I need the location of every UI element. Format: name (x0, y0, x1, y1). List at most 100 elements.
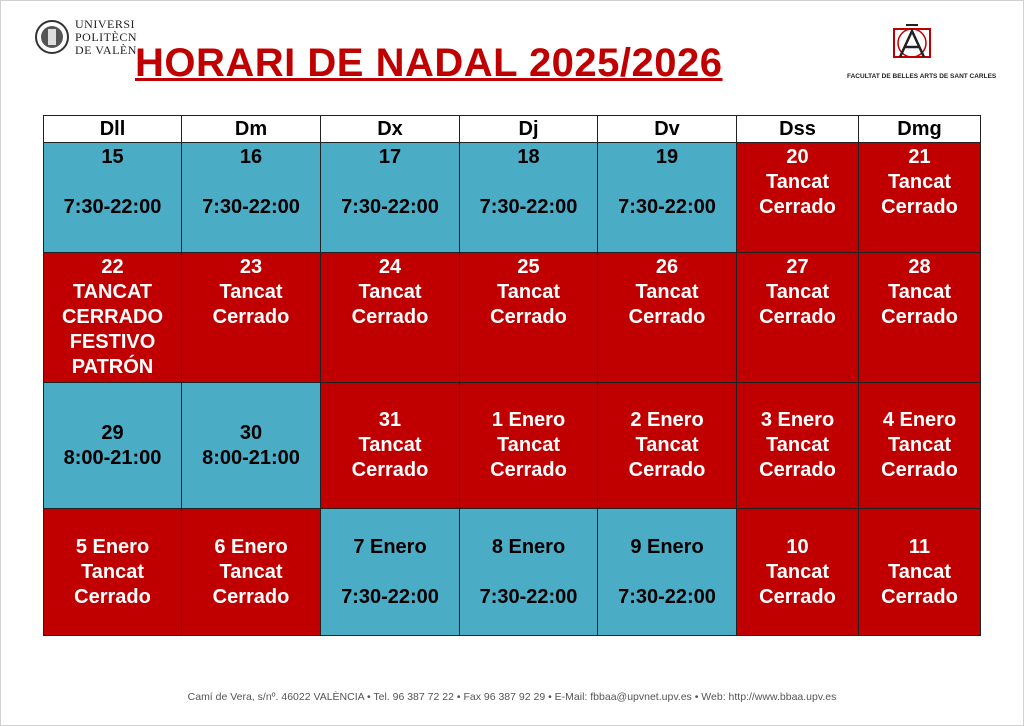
week-row: 5 Enero Tancat Cerrado 6 Enero Tancat Cerrado… (43, 508, 981, 636)
cell-line: Cerrado (628, 459, 706, 481)
cell-line: Tancat (497, 281, 560, 303)
table-body: 15 7:30-22:00 16 7:30-22:00 17 7:30-22:00 18 7:… (43, 142, 981, 636)
cell-line: 1 Enero (491, 409, 566, 431)
day-cell: 8 Enero 7:30-22:00 (459, 508, 598, 636)
day-cell: 23 Tancat Cerrado (181, 252, 321, 383)
day-header: Dj (459, 115, 598, 143)
cell-line: Cerrado (881, 585, 958, 608)
day-cell: 22 TANCAT CERRADO FESTIVO PATRÓN (43, 252, 182, 383)
faculty-name: FACULTAT DE BELLES ARTS DE SANT CARLES (847, 73, 997, 80)
cell-line: 23 (239, 256, 263, 278)
day-cell: 30 8:00-21:00 (181, 382, 321, 509)
day-cell: 2 Enero Tancat Cerrado (597, 382, 737, 509)
cell-line: Tancat (219, 560, 283, 583)
cell-line: Cerrado (881, 306, 958, 328)
day-cell: 11 Tancat Cerrado (858, 508, 981, 636)
cell-line: 21 (908, 146, 931, 168)
day-cell: 31 Tancat Cerrado (320, 382, 460, 509)
cell-line: Cerrado (351, 306, 429, 328)
cell-line: 27 (786, 256, 809, 278)
cell-line: 28 (908, 256, 931, 278)
day-cell: 9 Enero 7:30-22:00 (597, 508, 737, 636)
cell-line: 22 (101, 256, 124, 278)
day-cell: 21 Tancat Cerrado (858, 142, 981, 253)
cell-line: 20 (786, 146, 809, 168)
page-title: HORARI DE NADAL 2025/2026 (135, 41, 723, 85)
cell-line: Tancat (358, 281, 422, 303)
cell-line: Cerrado (759, 459, 836, 481)
university-name-line: UNIVERSI (75, 16, 135, 31)
cell-line: Cerrado (881, 459, 958, 481)
cell-line: Cerrado (490, 306, 567, 328)
cell-line: Cerrado (212, 306, 290, 328)
cell-line: Tancat (635, 281, 699, 303)
day-header: Dss (736, 115, 859, 143)
day-header: Dv (597, 115, 737, 143)
faculty-emblem (893, 24, 931, 58)
cell-line: 7:30-22:00 (341, 196, 439, 218)
cell-line: 24 (378, 256, 402, 278)
day-cell: 4 Enero Tancat Cerrado (858, 382, 981, 509)
cell-line: 16 (239, 146, 263, 168)
cell-line: Tancat (81, 560, 144, 583)
cell-line: 17 (378, 146, 402, 168)
day-cell: 7 Enero 7:30-22:00 (320, 508, 460, 636)
cell-line: Cerrado (212, 585, 290, 608)
cell-line: 2 Enero (630, 409, 704, 431)
university-name-line: POLITÈCN (75, 29, 137, 44)
university-name-line: DE VALÈN (75, 42, 137, 57)
cell-line: Cerrado (881, 196, 958, 218)
cell-line: 7:30-22:00 (341, 585, 439, 608)
cell-line: Cerrado (74, 585, 151, 608)
cell-line: Tancat (766, 434, 829, 456)
day-cell: 28 Tancat Cerrado (858, 252, 981, 383)
cell-line: Cerrado (351, 459, 429, 481)
schedule-table: Dll Dm Dx Dj Dv Dss Dmg 15 7:30-22:00 16 7:30-22:… (43, 115, 981, 636)
cell-line: 9 Enero (630, 535, 704, 558)
day-cell: 5 Enero Tancat Cerrado (43, 508, 182, 636)
cell-line: Tancat (766, 560, 829, 583)
day-cell: 26 Tancat Cerrado (597, 252, 737, 383)
cell-line: Cerrado (759, 306, 836, 328)
cell-line: 10 (786, 535, 809, 558)
cell-line: CERRADO (61, 306, 164, 328)
cell-line: 4 Enero (882, 409, 957, 431)
cell-line: 19 (655, 146, 679, 168)
cell-line: 29 (101, 421, 124, 444)
cell-line: Tancat (888, 281, 951, 303)
cell-line: 7:30-22:00 (202, 196, 300, 218)
footer: Camí de Vera, s/nº. 46022 VALÈNCIA • Tel… (187, 691, 837, 703)
day-header: Dm (181, 115, 321, 143)
cell-line: Tancat (766, 171, 829, 193)
day-header: Dll (43, 115, 182, 143)
cell-line: 15 (101, 146, 124, 168)
day-cell: 19 7:30-22:00 (597, 142, 737, 253)
cell-line: Cerrado (490, 459, 567, 481)
cell-line: 8 Enero (491, 535, 566, 558)
university-emblem (35, 20, 69, 54)
week-row: 15 7:30-22:00 16 7:30-22:00 17 7:30-22:00 18 7:… (43, 142, 981, 253)
cell-line: TANCAT (72, 281, 153, 303)
day-cell: 25 Tancat Cerrado (459, 252, 598, 383)
day-cell: 27 Tancat Cerrado (736, 252, 859, 383)
university-logo: UNIVERSI POLITÈCN DE VALÈN (35, 17, 137, 57)
day-cell: 15 7:30-22:00 (43, 142, 182, 253)
day-cell: 29 8:00-21:00 (43, 382, 182, 509)
cell-line: 7:30-22:00 (63, 196, 162, 218)
cell-line: 7:30-22:00 (479, 196, 578, 218)
day-cell: 10 Tancat Cerrado (736, 508, 859, 636)
cell-line: Tancat (358, 434, 422, 456)
cell-line: 26 (655, 256, 679, 278)
day-cell: 20 Tancat Cerrado (736, 142, 859, 253)
day-cell: 18 7:30-22:00 (459, 142, 598, 253)
cell-line: 7:30-22:00 (618, 196, 716, 218)
cell-line: 8:00-21:00 (202, 446, 300, 469)
faculty-logo: FACULTAT DE BELLES ARTS DE SANT CARLES (847, 21, 997, 80)
cell-line: Tancat (635, 434, 699, 456)
university-name: UNIVERSI POLITÈCN DE VALÈN (75, 16, 137, 57)
cell-line: Tancat (766, 281, 829, 303)
cell-line: 6 Enero (214, 535, 288, 558)
week-row: 22 TANCAT CERRADO FESTIVO PATRÓN 23 Tancat Cerr… (43, 252, 981, 383)
header-row: Dll Dm Dx Dj Dv Dss Dmg (43, 115, 981, 143)
day-cell: 17 7:30-22:00 (320, 142, 460, 253)
